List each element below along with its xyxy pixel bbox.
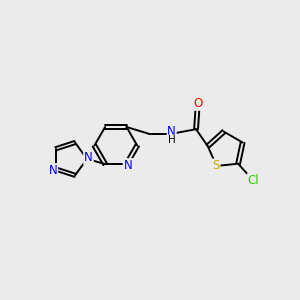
Text: N: N [167, 125, 176, 138]
Text: N: N [49, 164, 57, 177]
Text: O: O [193, 97, 202, 110]
Text: S: S [212, 160, 220, 172]
Text: N: N [84, 151, 93, 164]
Text: H: H [168, 135, 176, 145]
Text: N: N [124, 159, 132, 172]
Text: Cl: Cl [248, 174, 259, 187]
